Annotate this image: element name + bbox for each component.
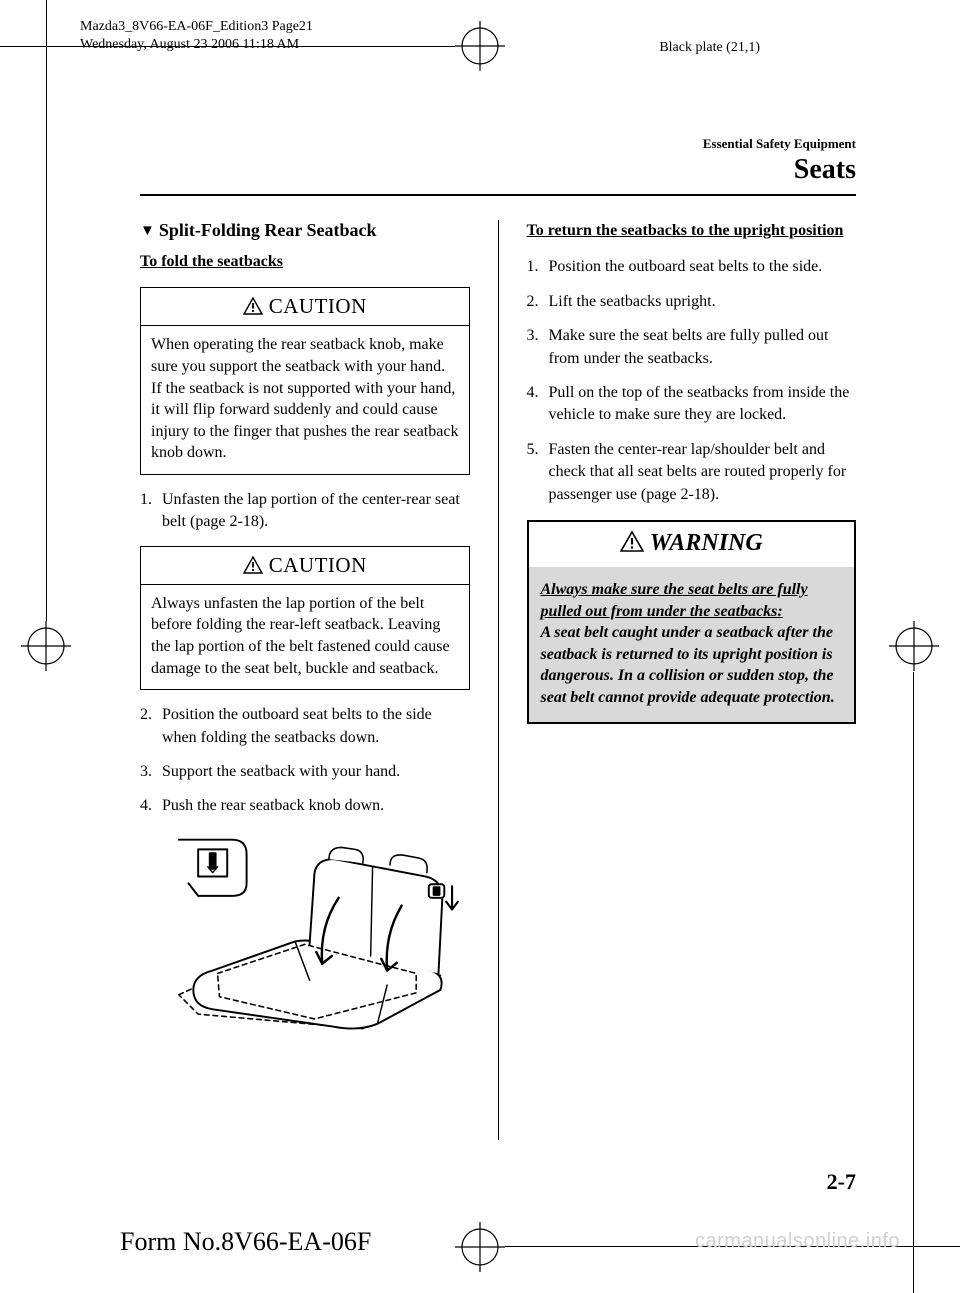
down-triangle-icon: ▼ [140,223,155,240]
print-header-line1: Mazda3_8V66-EA-06F_Edition3 Page21 [80,18,313,36]
warning-box: WARNING Always make sure the seat belts … [527,520,857,725]
manual-page: Mazda3_8V66-EA-06F_Edition3 Page21 Wedne… [0,0,960,1293]
subsection-text: Split-Folding Rear Seatback [159,220,377,240]
chapter-title: Seats [703,154,856,186]
crop-line [46,0,47,621]
step-item: Lift the seatbacks upright. [527,291,857,313]
column-divider [498,220,499,1140]
step-item: Fasten the center-rear lap/shoulder belt… [527,439,857,506]
header-rule [140,194,856,196]
return-steps: Position the outboard seat belts to the … [527,256,857,506]
warning-text: A seat belt caught under a seatback afte… [541,624,835,706]
print-header: Mazda3_8V66-EA-06F_Edition3 Page21 Wedne… [80,18,313,54]
crop-line [913,672,914,1293]
warning-triangle-icon [620,531,644,559]
warning-lead: Always make sure the seat belts are full… [541,581,808,620]
content-area: ▼Split-Folding Rear Seatback To fold the… [140,220,856,1140]
caution-box: CAUTION When operating the rear seatback… [140,287,470,475]
warning-triangle-icon [243,296,263,321]
registration-mark-icon [889,621,939,671]
left-column: ▼Split-Folding Rear Seatback To fold the… [140,220,470,1140]
form-number: Form No.8V66-EA-06F [120,1227,371,1257]
watermark: carmanualsonline.info [695,1230,900,1253]
caution-label: CAUTION [269,553,367,577]
step-item: Push the rear seatback knob down. [140,795,470,817]
fold-heading: To fold the seatbacks [140,251,470,273]
page-number: 2-7 [827,1169,856,1195]
right-column: To return the seatbacks to the upright p… [527,220,857,1140]
seatback-figure [140,830,470,1058]
chapter-header: Essential Safety Equipment Seats [703,136,856,186]
step-item: Unfasten the lap portion of the center-r… [140,489,470,534]
step-item: Support the seatback with your hand. [140,761,470,783]
registration-mark-icon [455,21,505,71]
caution-heading: CAUTION [141,288,469,326]
fold-steps-part1: Unfasten the lap portion of the center-r… [140,489,470,534]
step-item: Position the outboard seat belts to the … [140,704,470,749]
warning-label: WARNING [650,530,763,556]
caution-body: Always unfasten the lap portion of the b… [141,585,469,689]
registration-mark-icon [21,621,71,671]
step-item: Pull on the top of the seatbacks from in… [527,382,857,427]
print-header-line2: Wednesday, August 23 2006 11:18 AM [80,36,313,54]
warning-heading: WARNING [529,522,855,567]
return-heading: To return the seatbacks to the upright p… [527,220,857,242]
warning-triangle-icon [243,555,263,580]
caution-heading: CAUTION [141,547,469,585]
subsection-title: ▼Split-Folding Rear Seatback [140,220,470,241]
step-item: Position the outboard seat belts to the … [527,256,857,278]
chapter-category: Essential Safety Equipment [703,136,856,152]
caution-label: CAUTION [269,294,367,318]
caution-box: CAUTION Always unfasten the lap portion … [140,546,470,690]
black-plate-label: Black plate (21,1) [659,40,760,56]
step-item: Make sure the seat belts are fully pulle… [527,325,857,370]
caution-body: When operating the rear seatback knob, m… [141,326,469,474]
registration-mark-icon [455,1222,505,1272]
warning-body: Always make sure the seat belts are full… [529,567,855,723]
fold-steps-part2: Position the outboard seat belts to the … [140,704,470,818]
